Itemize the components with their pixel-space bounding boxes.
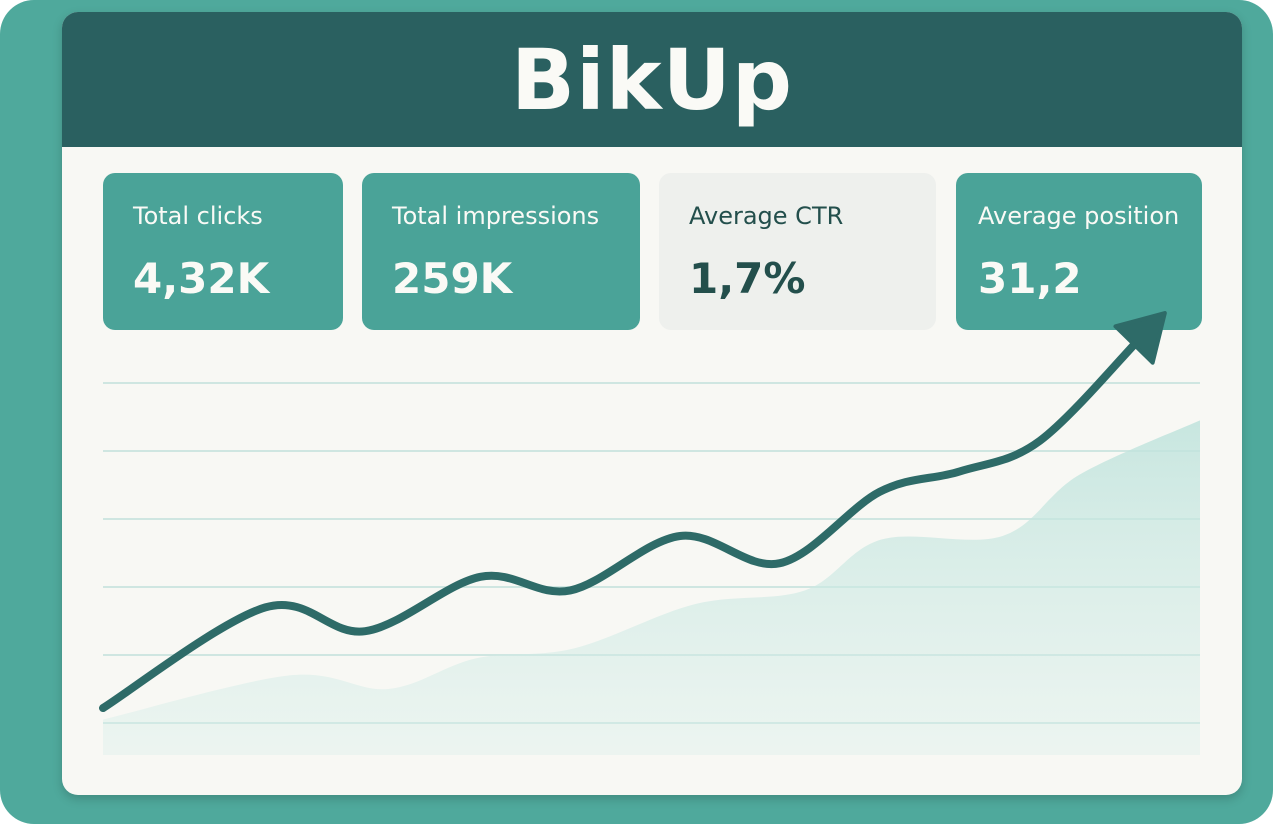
metric-card-average-ctr[interactable]: Average CTR 1,7% <box>659 173 936 330</box>
app-title: BikUp <box>510 30 794 129</box>
metric-value: 1,7% <box>689 254 806 303</box>
trend-line <box>99 334 1144 713</box>
arrow-head-icon <box>1113 311 1167 365</box>
metric-label: Total clicks <box>133 202 263 230</box>
metric-label: Total impressions <box>392 202 600 230</box>
area-series <box>103 420 1200 755</box>
metric-label: Average CTR <box>689 202 844 230</box>
metric-value: 31,2 <box>978 254 1082 303</box>
metric-value: 4,32K <box>133 254 270 303</box>
metric-label: Average position <box>978 202 1180 230</box>
metric-card-total-impressions[interactable]: Total impressions 259K <box>362 173 640 330</box>
metric-card-average-position[interactable]: Average position 31,2 <box>956 173 1202 330</box>
header: BikUp <box>62 12 1242 147</box>
metric-card-total-clicks[interactable]: Total clicks 4,32K <box>103 173 343 330</box>
dashboard-panel: BikUp Total clicks 4,32K Total impressio… <box>62 12 1242 795</box>
metric-value: 259K <box>392 254 513 303</box>
